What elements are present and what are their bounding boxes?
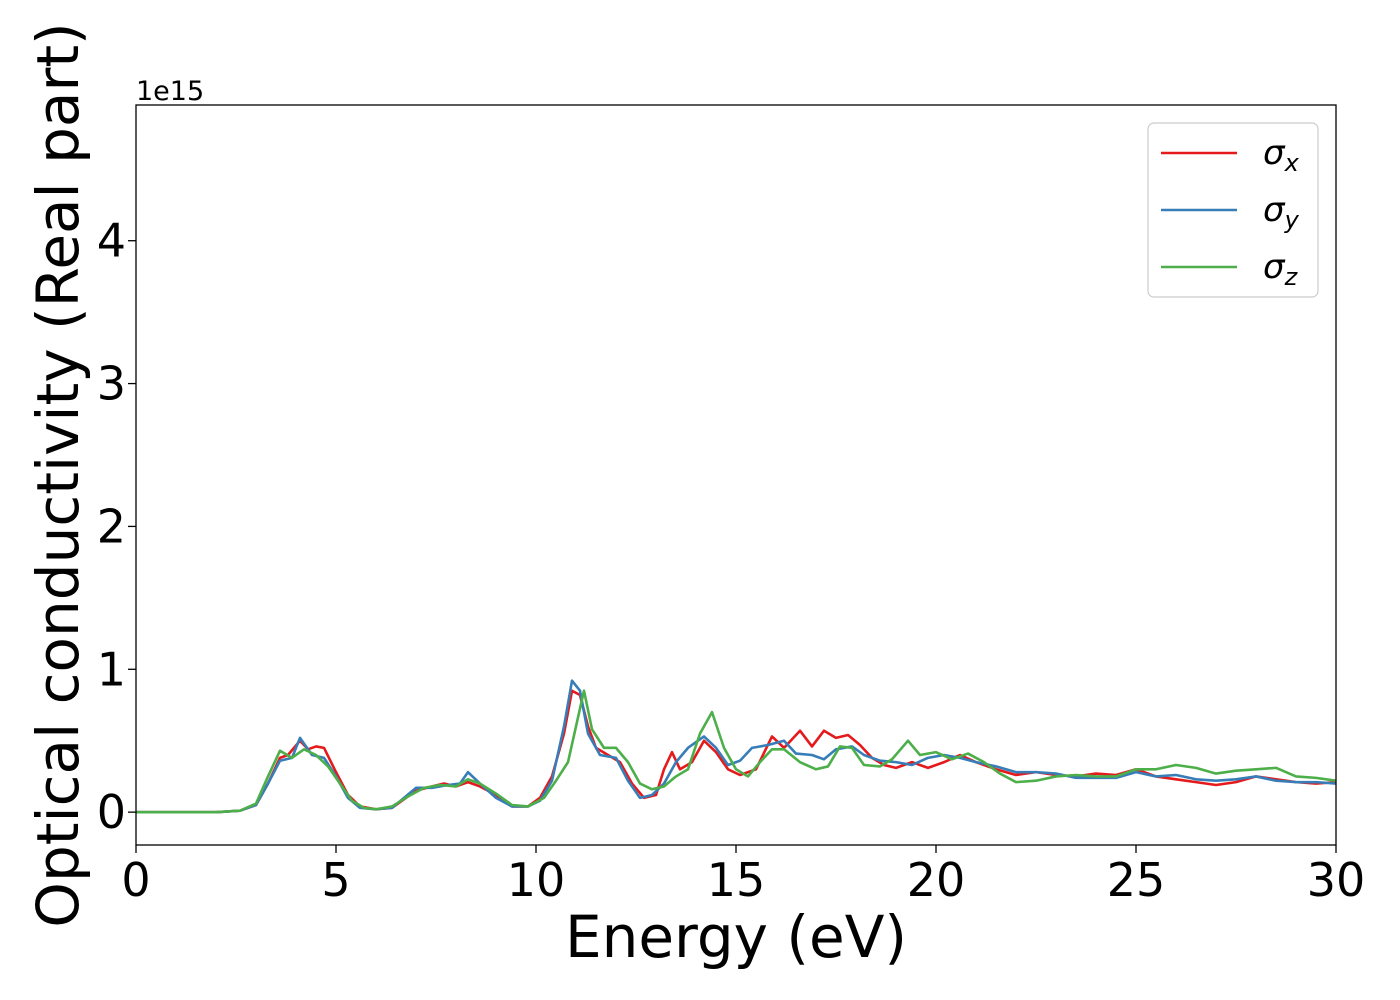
y-tick-label: 2 bbox=[97, 499, 126, 553]
legend: σx σy σz bbox=[1147, 122, 1319, 298]
y-axis: 0 1 2 3 4 bbox=[97, 214, 136, 839]
legend-label-z: σz bbox=[1263, 247, 1299, 291]
y-axis-label: Optical conductivity (Real part) bbox=[24, 22, 92, 927]
y-tick-label: 3 bbox=[97, 357, 126, 411]
x-tick-label: 10 bbox=[507, 853, 566, 907]
x-axis: 0 5 10 15 20 25 30 bbox=[121, 845, 1365, 907]
legend-label-x: σx bbox=[1263, 133, 1300, 177]
x-tick-label: 25 bbox=[1107, 853, 1166, 907]
y-tick-label: 0 bbox=[97, 785, 126, 839]
legend-label-y: σy bbox=[1263, 190, 1300, 234]
x-tick-label: 30 bbox=[1307, 853, 1366, 907]
x-tick-label: 15 bbox=[707, 853, 766, 907]
x-tick-label: 5 bbox=[321, 853, 350, 907]
y-offset-label: 1e15 bbox=[136, 76, 204, 107]
series-line-z bbox=[136, 689, 1337, 814]
y-tick-label: 1 bbox=[97, 642, 126, 696]
x-axis-label: Energy (eV) bbox=[565, 903, 907, 971]
series-layer bbox=[136, 679, 1337, 814]
x-tick-label: 0 bbox=[121, 853, 150, 907]
y-tick-label: 4 bbox=[97, 214, 126, 268]
series-line-x bbox=[136, 689, 1337, 814]
x-tick-label: 20 bbox=[907, 853, 966, 907]
